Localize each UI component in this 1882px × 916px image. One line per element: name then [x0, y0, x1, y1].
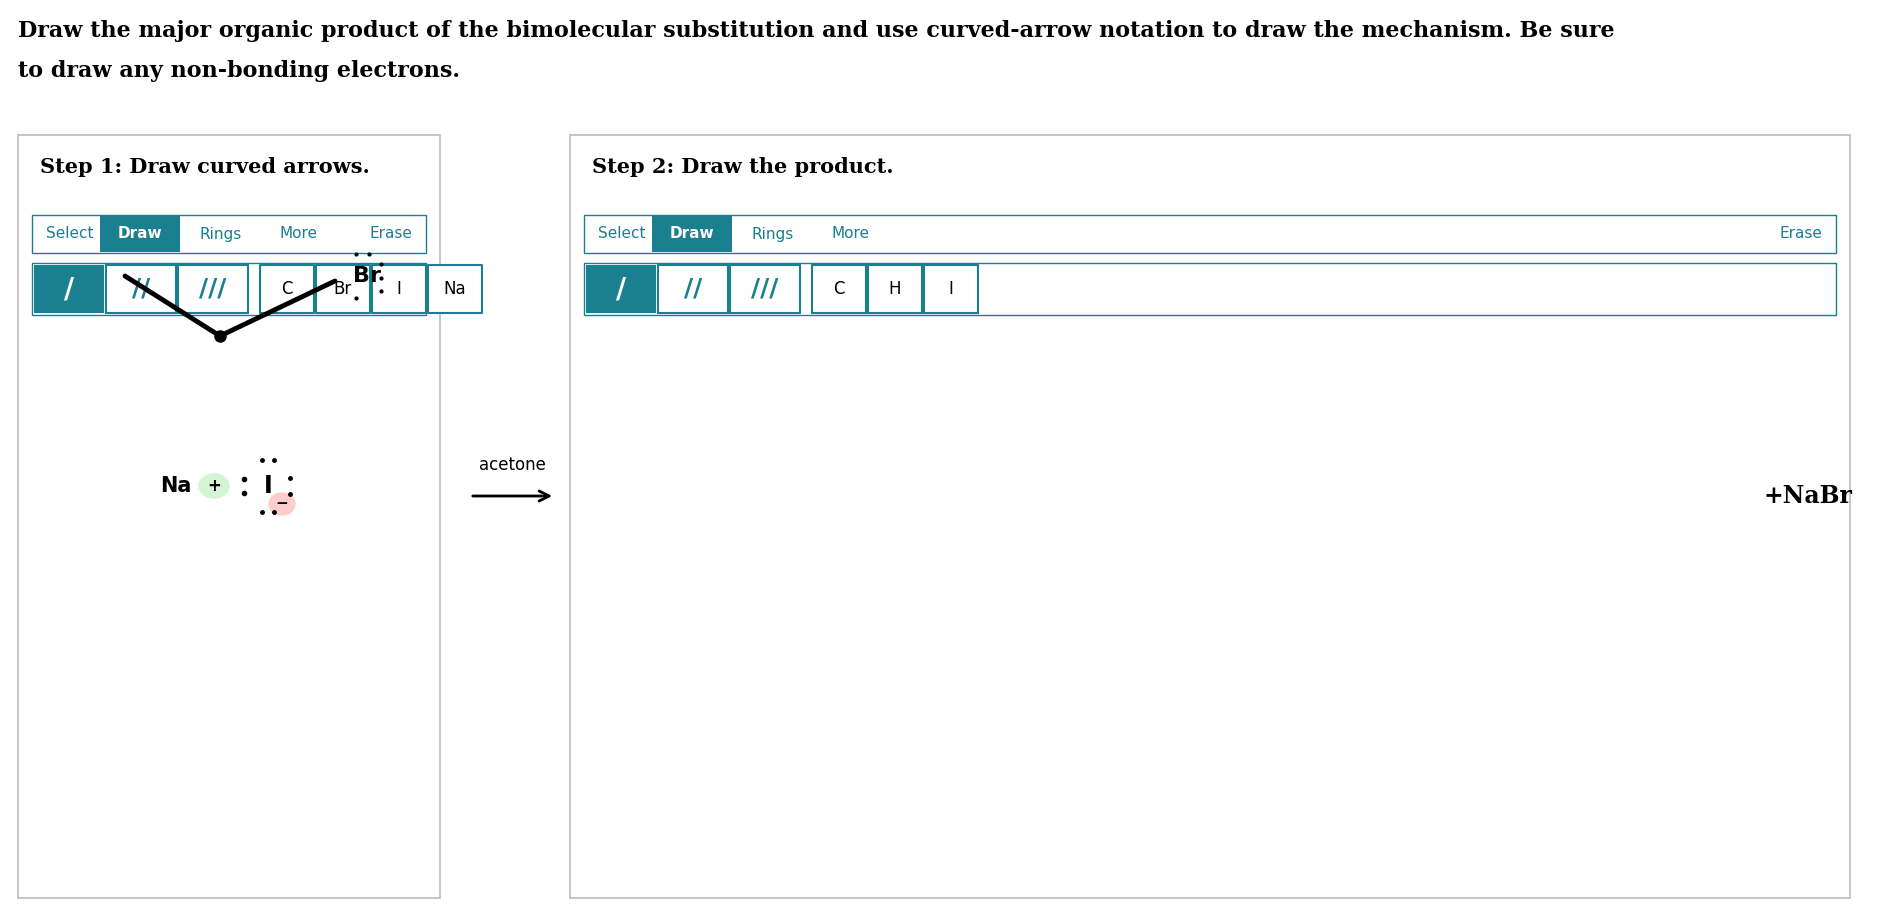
Bar [583, 215, 1837, 253]
Bar [32, 215, 425, 253]
Text: /: / [64, 275, 73, 303]
Ellipse shape [199, 474, 230, 498]
Bar [373, 265, 425, 313]
Bar [34, 265, 104, 313]
Bar [19, 135, 440, 898]
Bar [316, 265, 371, 313]
Text: I: I [263, 474, 273, 498]
Bar [730, 265, 800, 313]
Text: /: / [615, 275, 627, 303]
Text: acetone: acetone [480, 456, 546, 474]
Bar [260, 265, 314, 313]
Text: Draw the major organic product of the bimolecular substitution and use curved-ar: Draw the major organic product of the bi… [19, 20, 1615, 42]
Bar [427, 265, 482, 313]
Bar [924, 265, 979, 313]
Text: Na: Na [444, 280, 467, 298]
Text: Na: Na [160, 476, 192, 496]
Bar [105, 265, 177, 313]
Text: −: − [275, 496, 288, 511]
Text: Draw: Draw [119, 226, 162, 242]
Bar [32, 263, 425, 315]
Text: H: H [888, 280, 901, 298]
Bar [811, 265, 866, 313]
Bar [583, 263, 1837, 315]
Text: Rings: Rings [199, 226, 243, 242]
Text: More: More [280, 226, 318, 242]
Text: C: C [834, 280, 845, 298]
Text: I: I [949, 280, 954, 298]
Text: Br: Br [333, 280, 352, 298]
Text: More: More [832, 226, 869, 242]
Text: to draw any non-bonding electrons.: to draw any non-bonding electrons. [19, 60, 459, 82]
Text: Draw: Draw [670, 226, 715, 242]
Text: Step 1: Draw curved arrows.: Step 1: Draw curved arrows. [40, 157, 371, 177]
Text: Rings: Rings [753, 226, 794, 242]
Text: ///: /// [751, 277, 779, 301]
Text: Step 2: Draw the product.: Step 2: Draw the product. [593, 157, 894, 177]
Ellipse shape [269, 493, 295, 515]
Text: ///: /// [199, 277, 226, 301]
Bar [651, 216, 732, 252]
Text: Select: Select [598, 226, 646, 242]
Text: Erase: Erase [369, 226, 412, 242]
Bar [868, 265, 922, 313]
Bar [585, 265, 657, 313]
Text: +: + [207, 477, 220, 495]
Text: I: I [397, 280, 401, 298]
Bar [570, 135, 1850, 898]
Text: //: // [683, 277, 702, 301]
Text: Br: Br [354, 266, 380, 286]
Text: +NaBr: +NaBr [1763, 484, 1852, 508]
Bar [179, 265, 248, 313]
Text: Select: Select [45, 226, 94, 242]
Bar [100, 216, 181, 252]
Text: Erase: Erase [1778, 226, 1822, 242]
Text: //: // [132, 277, 151, 301]
Text: C: C [280, 280, 294, 298]
Bar [659, 265, 728, 313]
